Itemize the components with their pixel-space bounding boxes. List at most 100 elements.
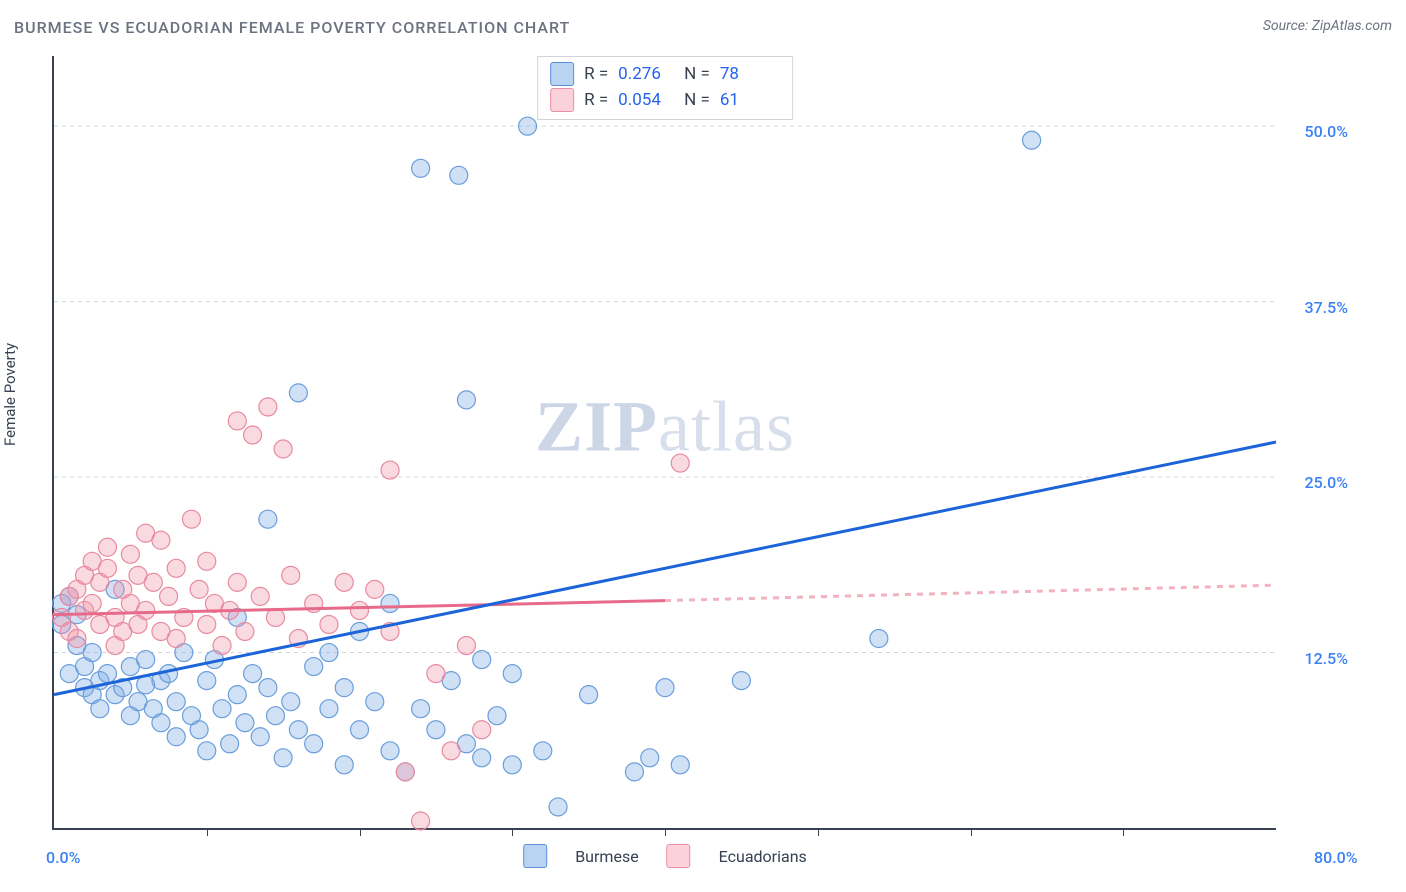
data-point [152, 714, 170, 732]
legend-label-0: Burmese [575, 847, 638, 866]
x-min-label: 0.0% [46, 848, 80, 867]
data-point [221, 735, 239, 753]
data-point [251, 587, 269, 605]
n-val-1: 61 [720, 87, 776, 113]
n-label: N = [684, 87, 710, 113]
r-val-0: 0.276 [618, 61, 674, 87]
data-point [412, 812, 430, 830]
data-point [251, 728, 269, 746]
data-point [671, 454, 689, 472]
data-point [351, 721, 369, 739]
r-label: R = [584, 61, 608, 87]
data-point [519, 117, 537, 135]
data-point [351, 601, 369, 619]
data-point [580, 686, 598, 704]
ecuadorian-legend-swatch-icon [667, 844, 691, 868]
data-point [625, 763, 643, 781]
data-point [282, 566, 300, 584]
data-point [1023, 131, 1041, 149]
data-point [266, 707, 284, 725]
data-point [289, 721, 307, 739]
y-axis-label: Female Poverty [1, 343, 19, 446]
data-point [274, 440, 292, 458]
data-point [488, 707, 506, 725]
data-point [473, 721, 491, 739]
n-label: N = [684, 61, 710, 87]
data-point [381, 461, 399, 479]
x-tick [512, 828, 513, 836]
data-point [289, 384, 307, 402]
data-point [236, 622, 254, 640]
data-point [641, 749, 659, 767]
data-point [473, 651, 491, 669]
data-point [259, 510, 277, 528]
data-point [213, 700, 231, 718]
x-tick [665, 828, 666, 836]
x-tick [818, 828, 819, 836]
data-point [381, 742, 399, 760]
data-point [473, 749, 491, 767]
stats-row-1: R = 0.054 N = 61 [550, 87, 776, 113]
x-tick [207, 828, 208, 836]
y-tick-label: 50.0% [1304, 122, 1348, 141]
x-tick [360, 828, 361, 836]
x-tick [971, 828, 972, 836]
x-max-label: 80.0% [1314, 848, 1358, 867]
data-point [870, 630, 888, 648]
data-point [450, 166, 468, 184]
data-point [381, 594, 399, 612]
data-point [427, 665, 445, 683]
trend-line [665, 585, 1276, 600]
data-point [68, 630, 86, 648]
data-point [335, 679, 353, 697]
data-point [228, 573, 246, 591]
data-point [457, 637, 475, 655]
data-point [198, 672, 216, 690]
data-point [305, 735, 323, 753]
data-point [152, 531, 170, 549]
data-point [396, 763, 414, 781]
chart-svg [54, 56, 1276, 828]
stats-row-0: R = 0.276 N = 78 [550, 61, 776, 87]
data-point [412, 700, 430, 718]
data-point [335, 756, 353, 774]
data-point [671, 756, 689, 774]
data-point [91, 700, 109, 718]
data-point [98, 559, 116, 577]
data-point [144, 573, 162, 591]
data-point [137, 601, 155, 619]
data-point [198, 552, 216, 570]
y-tick-label: 37.5% [1304, 298, 1348, 317]
data-point [549, 798, 567, 816]
data-point [228, 412, 246, 430]
data-point [656, 679, 674, 697]
chart-title: BURMESE VS ECUADORIAN FEMALE POVERTY COR… [14, 18, 570, 37]
data-point [442, 742, 460, 760]
data-point [137, 651, 155, 669]
data-point [198, 742, 216, 760]
data-point [182, 510, 200, 528]
burmese-swatch-icon [550, 62, 574, 86]
data-point [244, 426, 262, 444]
data-point [366, 580, 384, 598]
data-point [213, 637, 231, 655]
data-point [335, 573, 353, 591]
data-point [160, 587, 178, 605]
stats-box: R = 0.276 N = 78 R = 0.054 N = 61 [537, 56, 793, 120]
x-tick [1123, 828, 1124, 836]
data-point [366, 693, 384, 711]
data-point [98, 538, 116, 556]
r-val-1: 0.054 [618, 87, 674, 113]
legend-label-1: Ecuadorians [719, 847, 807, 866]
data-point [83, 594, 101, 612]
data-point [457, 391, 475, 409]
data-point [305, 658, 323, 676]
data-point [167, 630, 185, 648]
ecuadorian-swatch-icon [550, 88, 574, 112]
data-point [282, 693, 300, 711]
legend: Burmese Ecuadorians [523, 844, 807, 868]
data-point [98, 665, 116, 683]
data-point [167, 728, 185, 746]
data-point [274, 749, 292, 767]
data-point [167, 693, 185, 711]
